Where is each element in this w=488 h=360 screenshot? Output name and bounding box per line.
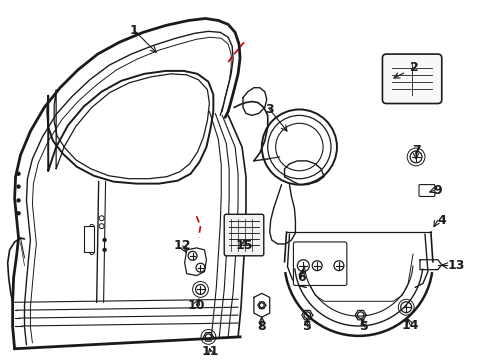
Text: 4: 4 (437, 214, 446, 227)
Text: 13: 13 (447, 259, 464, 272)
Circle shape (103, 248, 106, 251)
Text: 10: 10 (187, 299, 205, 312)
Circle shape (17, 185, 20, 188)
Text: 5: 5 (360, 320, 368, 333)
FancyBboxPatch shape (418, 185, 434, 197)
Text: 3: 3 (265, 103, 273, 116)
Circle shape (17, 199, 20, 202)
Text: 12: 12 (174, 239, 191, 252)
Bar (83, 226, 94, 252)
Text: 11: 11 (201, 345, 219, 358)
FancyBboxPatch shape (293, 242, 346, 285)
Circle shape (17, 212, 20, 215)
FancyBboxPatch shape (224, 214, 263, 256)
Text: 6: 6 (296, 271, 305, 284)
FancyBboxPatch shape (382, 54, 441, 104)
Text: 14: 14 (401, 319, 418, 332)
Text: 1: 1 (130, 24, 138, 37)
Circle shape (17, 172, 20, 175)
Text: 5: 5 (302, 320, 311, 333)
Text: 8: 8 (257, 320, 265, 333)
Text: 2: 2 (409, 62, 418, 75)
Text: 9: 9 (433, 184, 442, 197)
Text: 7: 7 (411, 144, 420, 157)
Text: 15: 15 (235, 239, 252, 252)
Circle shape (103, 238, 106, 242)
